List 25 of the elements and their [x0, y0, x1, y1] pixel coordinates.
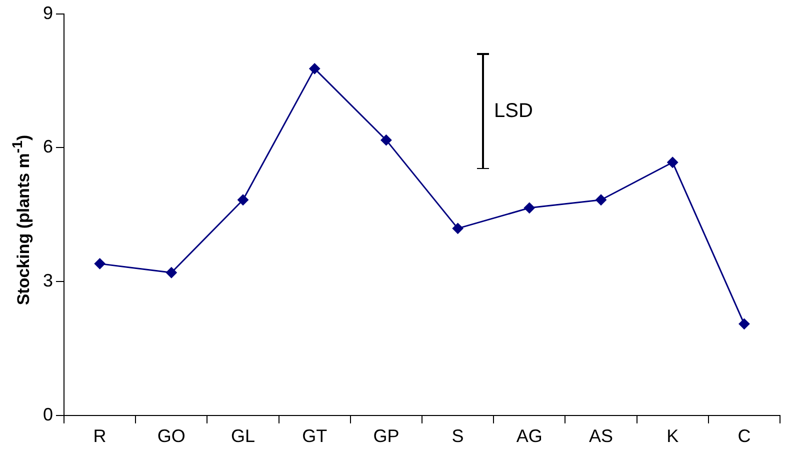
- x-tick-label: GO: [157, 426, 186, 446]
- point: [94, 258, 106, 270]
- x-tick-label: GP: [373, 426, 400, 446]
- y-tick-label: 0: [42, 404, 54, 424]
- point: [166, 267, 177, 278]
- x-tick-label: S: [452, 426, 464, 446]
- point: [452, 222, 464, 234]
- y-tick-label: 9: [42, 2, 54, 23]
- x-tick-label: K: [666, 426, 679, 446]
- x-tick-label: AS: [588, 426, 614, 446]
- x-tick-label: GL: [231, 426, 256, 446]
- x-tick-label: R: [93, 426, 106, 446]
- y-tick-label: 3: [42, 270, 54, 290]
- point: [309, 63, 320, 74]
- point: [667, 156, 678, 168]
- point: [596, 194, 607, 206]
- annotation: LSD: [494, 100, 533, 123]
- point: [738, 318, 750, 330]
- x-tick-label: C: [738, 426, 751, 446]
- y-tick-label: 6: [42, 136, 54, 157]
- x-tick-label: GT: [302, 426, 328, 446]
- point: [380, 134, 392, 146]
- x-tick-label: AG: [516, 426, 542, 446]
- point: [524, 202, 535, 214]
- point: [238, 194, 249, 206]
